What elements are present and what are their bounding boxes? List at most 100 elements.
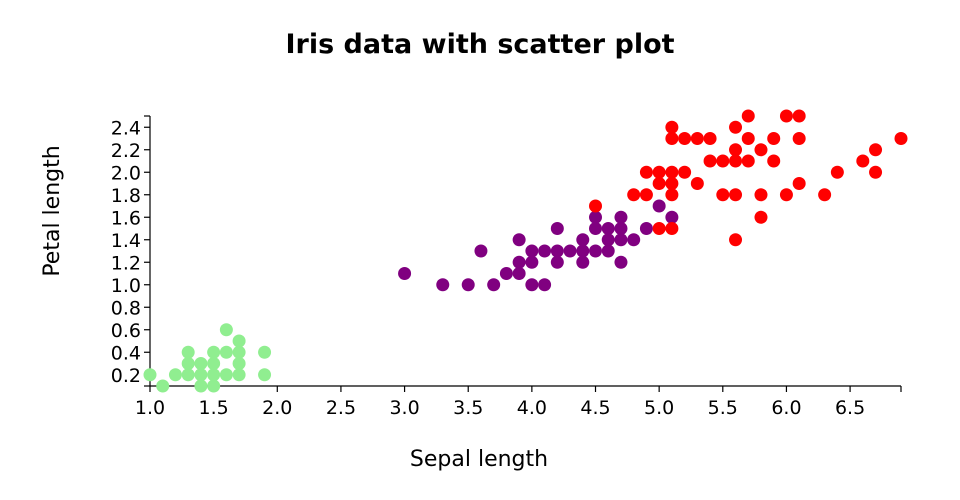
data-point bbox=[550, 244, 564, 258]
data-point bbox=[168, 368, 182, 382]
data-point bbox=[181, 368, 195, 382]
data-point bbox=[207, 368, 221, 382]
x-tick-label: 3.5 bbox=[453, 397, 483, 419]
y-tick-label: 2.2 bbox=[111, 140, 141, 162]
data-point bbox=[741, 109, 755, 123]
data-point bbox=[156, 379, 170, 393]
data-point bbox=[232, 334, 246, 348]
data-point bbox=[538, 278, 552, 292]
data-point bbox=[614, 255, 628, 269]
data-point bbox=[792, 109, 806, 123]
data-point bbox=[601, 244, 615, 258]
data-point bbox=[614, 222, 628, 235]
y-tick-label: 2.4 bbox=[111, 117, 141, 139]
data-point bbox=[754, 210, 768, 224]
data-point bbox=[550, 255, 564, 269]
data-point bbox=[512, 255, 526, 269]
data-point bbox=[639, 188, 653, 202]
data-point bbox=[703, 154, 717, 168]
data-point bbox=[652, 177, 666, 190]
data-point bbox=[614, 210, 628, 224]
data-point bbox=[716, 154, 730, 168]
data-point bbox=[818, 188, 832, 202]
data-point bbox=[665, 120, 679, 134]
data-point bbox=[779, 188, 793, 202]
data-point bbox=[538, 244, 552, 258]
data-point bbox=[729, 120, 743, 134]
y-tick-label: 0.2 bbox=[111, 365, 141, 387]
data-point bbox=[665, 165, 679, 179]
data-point bbox=[232, 345, 246, 359]
data-point bbox=[525, 255, 539, 269]
data-point bbox=[665, 222, 679, 235]
x-tick-label: 6.5 bbox=[835, 397, 865, 419]
data-point bbox=[576, 255, 590, 269]
data-point bbox=[652, 199, 666, 213]
data-point bbox=[690, 177, 704, 190]
data-point bbox=[525, 244, 539, 258]
data-point bbox=[652, 165, 666, 179]
data-point bbox=[207, 379, 221, 393]
data-point bbox=[741, 132, 755, 145]
data-point bbox=[716, 188, 730, 202]
chart-title: Iris data with scatter plot bbox=[285, 29, 674, 60]
y-tick-label: 0.4 bbox=[111, 342, 141, 364]
data-point bbox=[258, 345, 272, 359]
data-point bbox=[767, 132, 781, 145]
data-point bbox=[589, 222, 603, 235]
data-point bbox=[589, 210, 603, 224]
x-tick-label: 2.5 bbox=[326, 397, 356, 419]
data-point bbox=[512, 233, 526, 247]
y-tick-label: 1.0 bbox=[111, 275, 141, 297]
y-tick-label: 1.4 bbox=[111, 230, 141, 252]
data-point bbox=[474, 244, 488, 258]
data-point bbox=[869, 165, 883, 179]
data-point bbox=[207, 357, 221, 370]
data-point bbox=[894, 132, 908, 145]
data-point bbox=[703, 132, 717, 145]
data-point bbox=[232, 368, 246, 382]
data-point bbox=[143, 368, 157, 382]
data-point bbox=[219, 323, 233, 337]
series-2 bbox=[589, 109, 908, 247]
data-point bbox=[258, 368, 272, 382]
data-point bbox=[639, 165, 653, 179]
data-point bbox=[741, 154, 755, 168]
series-0 bbox=[143, 323, 272, 393]
data-point bbox=[601, 233, 615, 247]
x-tick-label: 6.0 bbox=[771, 397, 801, 419]
data-point bbox=[219, 368, 233, 382]
data-point bbox=[665, 188, 679, 202]
data-point bbox=[639, 222, 653, 235]
data-points bbox=[143, 109, 908, 393]
data-point bbox=[398, 267, 412, 280]
data-point bbox=[194, 357, 208, 370]
data-point bbox=[729, 143, 743, 157]
series-1 bbox=[398, 199, 679, 292]
x-tick-label: 1.0 bbox=[135, 397, 165, 419]
data-point bbox=[550, 222, 564, 235]
data-point bbox=[627, 233, 641, 247]
data-point bbox=[830, 165, 844, 179]
data-point bbox=[690, 132, 704, 145]
data-point bbox=[525, 278, 539, 292]
x-tick-label: 2.0 bbox=[262, 397, 292, 419]
x-axis-label: Sepal length bbox=[410, 447, 548, 472]
data-point bbox=[512, 267, 526, 280]
x-tick-label: 4.0 bbox=[517, 397, 547, 419]
data-point bbox=[461, 278, 475, 292]
data-point bbox=[665, 210, 679, 224]
data-point bbox=[563, 244, 577, 258]
y-tick-label: 0.8 bbox=[111, 297, 141, 319]
y-tick-label: 1.2 bbox=[111, 252, 141, 274]
data-point bbox=[576, 233, 590, 247]
data-point bbox=[869, 143, 883, 157]
data-point bbox=[652, 222, 666, 235]
x-tick-label: 5.5 bbox=[708, 397, 738, 419]
data-point bbox=[792, 177, 806, 190]
data-point bbox=[614, 233, 628, 247]
data-point bbox=[779, 109, 793, 123]
data-point bbox=[181, 345, 195, 359]
data-point bbox=[232, 357, 246, 370]
